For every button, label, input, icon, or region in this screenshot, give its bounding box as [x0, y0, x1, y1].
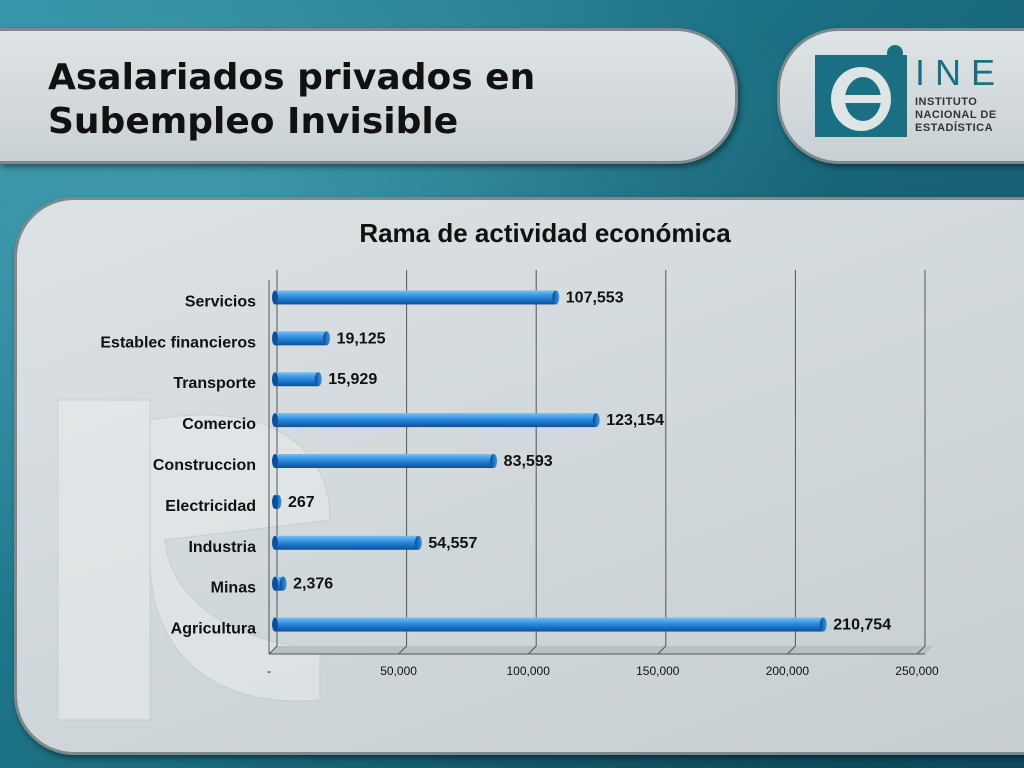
- chart-labels: - 50,000 100,000 150,000 200,000 250,000 Servi…: [100, 289, 939, 678]
- slide-title-line2: Subempleo Invisible: [48, 101, 459, 142]
- data-label: 107,553: [566, 289, 624, 306]
- bar: [275, 372, 319, 387]
- bar-base: [272, 494, 278, 509]
- bar-cap: [314, 372, 322, 387]
- category-label: Electricidad: [165, 498, 256, 515]
- gridline-floor: [268, 645, 278, 655]
- gridline-floor: [527, 645, 537, 655]
- data-label: 123,154: [606, 412, 664, 429]
- x-tick-label: 100,000: [507, 664, 551, 678]
- bar-base: [272, 535, 278, 550]
- bar-cap: [279, 576, 287, 591]
- logo-subtitle-line1: INSTITUTO: [915, 96, 978, 108]
- bar-base: [272, 576, 278, 591]
- bar-cap: [592, 413, 600, 428]
- chart-panel: [14, 197, 1024, 755]
- x-tick-label: -: [267, 664, 271, 678]
- category-label: Servicios: [185, 293, 256, 310]
- bar: [275, 290, 556, 305]
- data-label: 210,754: [833, 617, 891, 634]
- category-label: Establec financieros: [100, 334, 256, 351]
- slide-title-line1: Asalariados privados en: [48, 57, 536, 98]
- data-label: 19,125: [337, 330, 386, 347]
- data-label: 267: [288, 494, 315, 511]
- logo-name: INE: [915, 52, 1006, 93]
- x-tick-label: 150,000: [636, 664, 680, 678]
- bar-base: [272, 413, 278, 428]
- background-e-watermark: [57, 399, 331, 721]
- bar-base: [272, 454, 278, 468]
- bar: [275, 617, 824, 632]
- x-tick-label: 50,000: [380, 664, 417, 678]
- logo-subtitle-line2: NACIONAL DE: [915, 109, 997, 121]
- gridline-floor: [398, 645, 407, 655]
- bar: [275, 413, 597, 428]
- bar-base: [272, 331, 278, 346]
- chart-floor: [269, 646, 933, 654]
- bar-base: [272, 290, 278, 305]
- chart-grid: [268, 270, 933, 655]
- bar: [275, 535, 419, 550]
- logo-subtitle-line3: ESTADÍSTICA: [915, 122, 994, 134]
- category-label: Agricultura: [171, 621, 256, 638]
- data-label: 2,376: [293, 576, 333, 593]
- chart-bars: [272, 290, 827, 632]
- gridline-floor: [657, 645, 667, 655]
- data-label: 15,929: [328, 371, 377, 388]
- bar-cap: [414, 535, 422, 550]
- bar: [275, 576, 284, 591]
- bar-cap: [819, 617, 827, 632]
- bar-base: [272, 617, 278, 632]
- x-tick-label: 250,000: [895, 664, 939, 678]
- bar-base: [272, 372, 278, 387]
- gridline-floor: [916, 645, 926, 655]
- category-label: Comercio: [182, 416, 256, 433]
- category-label: Industria: [188, 539, 256, 556]
- logo-subtitle: INSTITUTO NACIONAL DE ESTADÍSTICA: [915, 96, 1024, 135]
- data-label: 83,593: [504, 453, 553, 470]
- category-label: Transporte: [173, 375, 256, 392]
- bar-cap: [490, 454, 498, 468]
- bar-cap: [323, 331, 331, 346]
- bar: [275, 331, 327, 346]
- data-label: 54,557: [428, 535, 477, 552]
- ine-e-logo-icon: [815, 45, 907, 137]
- chart-title: Rama de actividad económica: [359, 218, 731, 248]
- bar-cap: [552, 290, 560, 305]
- category-label: Minas: [211, 580, 256, 597]
- category-label: Construccion: [153, 457, 256, 474]
- gridline-floor: [787, 645, 796, 655]
- slide-title: Asalariados privados en Subempleo Invisi…: [48, 56, 688, 144]
- title-panel: [0, 28, 738, 164]
- x-tick-label: 200,000: [766, 664, 810, 678]
- bar: [275, 454, 494, 468]
